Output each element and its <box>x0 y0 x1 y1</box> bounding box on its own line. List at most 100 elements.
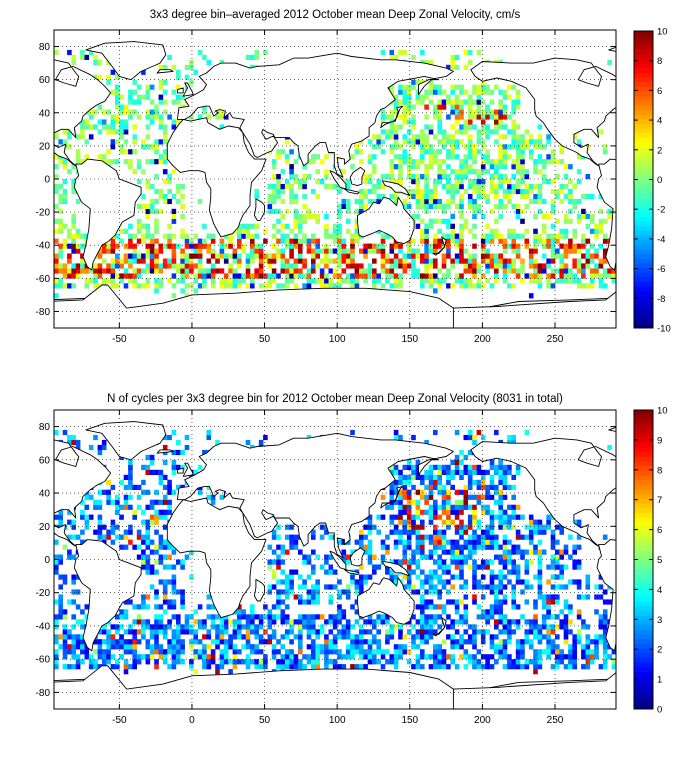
heatmap-cell <box>529 644 534 649</box>
heatmap-cell <box>433 575 438 580</box>
heatmap-cell <box>468 565 473 570</box>
heatmap-cell <box>193 249 198 254</box>
heatmap-cell <box>498 110 503 115</box>
heatmap-cell <box>54 654 59 659</box>
heatmap-cell <box>150 234 155 239</box>
heatmap-cell <box>189 268 194 273</box>
heatmap-cell <box>398 164 403 169</box>
heatmap-cell <box>224 639 229 644</box>
heatmap-cell <box>403 495 408 500</box>
heatmap-cell <box>511 475 516 480</box>
heatmap-cell <box>193 669 198 674</box>
heatmap-cell <box>350 579 355 584</box>
heatmap-cell <box>568 164 573 169</box>
heatmap-cell <box>311 239 316 244</box>
heatmap-cell <box>159 263 164 268</box>
heatmap-cell <box>315 239 320 244</box>
heatmap-cell <box>355 273 360 278</box>
heatmap-cell <box>372 249 377 254</box>
heatmap-cell <box>564 634 569 639</box>
heatmap-cell <box>146 470 151 475</box>
heatmap-cell <box>241 244 246 249</box>
heatmap-cell <box>102 249 107 254</box>
heatmap-cell <box>507 664 512 669</box>
y-tick-label: 0 <box>44 175 50 186</box>
heatmap-cell <box>594 594 599 599</box>
heatmap-cell <box>450 124 455 129</box>
heatmap-cell <box>498 490 503 495</box>
heatmap-cell <box>407 525 412 530</box>
heatmap-cell <box>93 659 98 664</box>
heatmap-cell <box>193 288 198 293</box>
heatmap-cell <box>93 530 98 535</box>
heatmap-cell <box>424 535 429 540</box>
heatmap-cell <box>124 273 129 278</box>
heatmap-cell <box>298 244 303 249</box>
heatmap-cell <box>468 254 473 259</box>
heatmap-cell <box>150 470 155 475</box>
heatmap-cell <box>54 639 59 644</box>
heatmap-cell <box>132 134 137 139</box>
heatmap-cell <box>542 174 547 179</box>
heatmap-cell <box>446 239 451 244</box>
heatmap-cell <box>111 239 116 244</box>
colorbar-segment <box>634 583 653 588</box>
heatmap-cell <box>89 278 94 283</box>
heatmap-cell <box>525 579 530 584</box>
heatmap-cell <box>281 599 286 604</box>
heatmap-cell <box>54 570 59 575</box>
heatmap-cell <box>80 55 85 60</box>
heatmap-cell <box>259 283 264 288</box>
colorbar-segment <box>634 700 653 705</box>
heatmap-cell <box>224 654 229 659</box>
heatmap-cell <box>150 644 155 649</box>
heatmap-cell <box>337 263 342 268</box>
heatmap-cell <box>298 219 303 224</box>
heatmap-cell <box>368 159 373 164</box>
heatmap-cell <box>494 259 499 264</box>
heatmap-cell <box>481 249 486 254</box>
heatmap-cell <box>555 594 560 599</box>
heatmap-cell <box>529 273 534 278</box>
heatmap-cell <box>111 520 116 525</box>
heatmap-cell <box>285 629 290 634</box>
heatmap-cell <box>137 555 142 560</box>
heatmap-cell <box>403 105 408 110</box>
heatmap-cell <box>124 614 129 619</box>
heatmap-cell <box>586 594 591 599</box>
heatmap-cell <box>137 159 142 164</box>
heatmap-cell <box>115 535 120 540</box>
heatmap-cell <box>355 209 360 214</box>
heatmap-cell <box>237 254 242 259</box>
heatmap-cell <box>71 435 76 440</box>
heatmap-cell <box>246 659 251 664</box>
heatmap-cell <box>450 184 455 189</box>
heatmap-cell <box>490 584 495 589</box>
colorbar-segment <box>634 634 653 639</box>
heatmap-cell <box>128 95 133 100</box>
heatmap-cell <box>494 234 499 239</box>
heatmap-cell <box>329 565 334 570</box>
heatmap-cell <box>538 654 543 659</box>
heatmap-cell <box>398 505 403 510</box>
heatmap-cell <box>472 179 477 184</box>
heatmap-cell <box>429 273 434 278</box>
heatmap-cell <box>511 550 516 555</box>
heatmap-cell <box>58 184 63 189</box>
heatmap-cell <box>507 659 512 664</box>
heatmap-cell <box>529 293 534 298</box>
heatmap-cell <box>132 90 137 95</box>
heatmap-cell <box>333 614 338 619</box>
heatmap-cell <box>346 555 351 560</box>
colorbar-tick-label: -10 <box>657 324 671 335</box>
heatmap-cell <box>254 55 259 60</box>
heatmap-cell <box>420 204 425 209</box>
heatmap-cell <box>189 624 194 629</box>
heatmap-cell <box>224 649 229 654</box>
heatmap-cell <box>381 239 386 244</box>
heatmap-cell <box>315 219 320 224</box>
heatmap-cell <box>464 283 469 288</box>
heatmap-cell <box>503 649 508 654</box>
heatmap-cell <box>450 105 455 110</box>
heatmap-cell <box>146 234 151 239</box>
